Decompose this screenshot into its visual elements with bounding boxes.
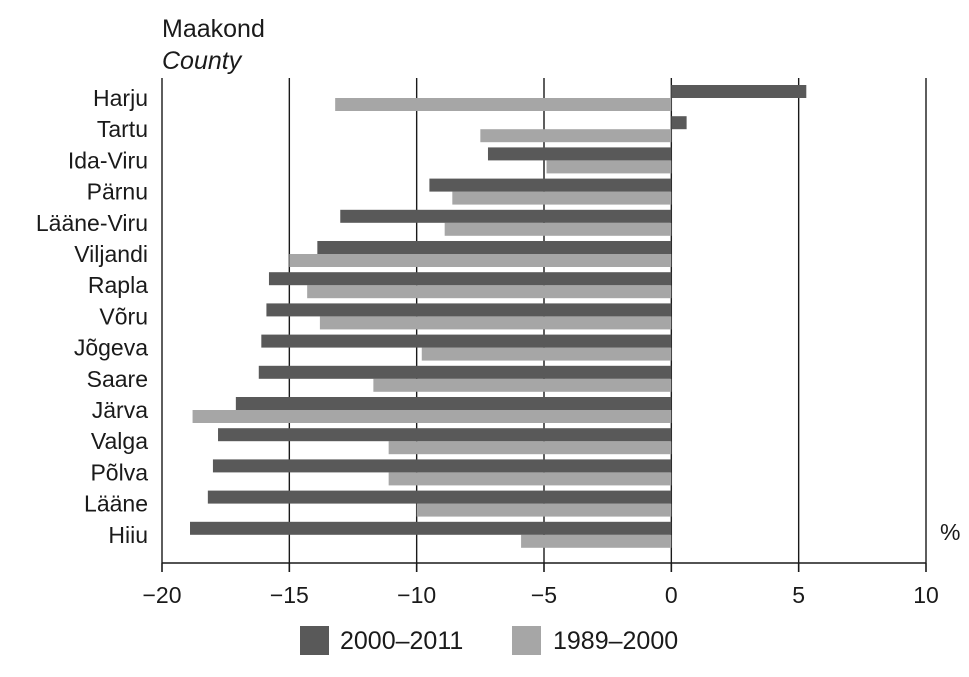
category-label-saare: Saare xyxy=(87,366,148,392)
bar-2000-2011-saare xyxy=(258,365,672,379)
bar-1989-2000-valga xyxy=(388,441,672,455)
y-axis-title: Maakond xyxy=(162,15,265,43)
bar-2000-2011-viljandi xyxy=(317,241,672,254)
x-axis: −20 −15 −10 −5 0 5 10 xyxy=(142,562,939,608)
legend: 2000–2011 1989–2000 xyxy=(300,626,678,655)
category-label-l-ne: Lääne xyxy=(84,491,148,517)
bar-1989-2000-l-ne xyxy=(416,503,672,517)
category-label-j-geva: Jõgeva xyxy=(74,335,148,361)
bar-1989-2000-j-rva xyxy=(192,410,672,423)
legend-label-0: 2000–2011 xyxy=(340,627,463,655)
bar-2000-2011-valga xyxy=(218,428,672,442)
bar-2000-2011-harju xyxy=(671,85,807,98)
category-label-l-ne-viru: Lääne-Viru xyxy=(36,210,148,236)
category-label-p-lva: Põlva xyxy=(90,459,148,485)
bar-1989-2000-v-ru xyxy=(319,316,672,330)
bar-1989-2000-p-rnu xyxy=(452,191,672,205)
legend-swatch-0 xyxy=(300,626,329,655)
x-tick-label: −10 xyxy=(397,582,436,608)
category-label-viljandi: Viljandi xyxy=(74,241,148,267)
bar-2000-2011-ida-viru xyxy=(487,147,672,161)
category-label-valga: Valga xyxy=(91,428,148,454)
x-tick-label: −20 xyxy=(142,582,181,608)
category-label-p-rnu: Pärnu xyxy=(87,179,148,205)
bar-2000-2011-rapla xyxy=(268,272,672,286)
bar-1989-2000-harju xyxy=(335,98,672,111)
bar-2000-2011-j-rva xyxy=(235,397,672,410)
x-tick-label: −15 xyxy=(270,582,309,608)
bar-2000-2011-l-ne xyxy=(207,490,672,504)
category-labels: Harju Tartu Ida-Viru Pärnu Lääne-Viru Viljand… xyxy=(36,85,148,548)
bar-2000-2011-hiiu xyxy=(190,521,672,535)
bar-1989-2000-p-lva xyxy=(388,472,672,486)
category-label-harju: Harju xyxy=(93,85,148,111)
category-label-tartu: Tartu xyxy=(97,116,148,142)
bar-1989-2000-j-geva xyxy=(421,347,672,361)
bar-2000-2011-l-ne-viru xyxy=(340,209,672,223)
legend-swatch-1 xyxy=(512,626,541,655)
bar-2000-2011-p-rnu xyxy=(429,178,672,192)
category-label-j-rva: Järva xyxy=(92,397,148,423)
bar-2000-2011-tartu xyxy=(671,116,687,130)
bar-1989-2000-saare xyxy=(373,378,672,392)
bar-2000-2011-j-geva xyxy=(261,334,672,348)
category-label-rapla: Rapla xyxy=(88,272,148,298)
bar-1989-2000-hiiu xyxy=(521,534,672,548)
bar-1989-2000-ida-viru xyxy=(546,160,672,174)
bar-1989-2000-rapla xyxy=(307,285,672,299)
bar-2000-2011-p-lva xyxy=(212,459,672,473)
bar-2000-2011-v-ru xyxy=(266,303,672,317)
category-label-hiiu: Hiiu xyxy=(108,522,148,548)
bar-1989-2000-viljandi xyxy=(289,254,672,267)
y-axis-title-translation: County xyxy=(162,47,243,75)
legend-label-1: 1989–2000 xyxy=(553,627,678,655)
x-tick-label: 10 xyxy=(913,582,939,608)
bar-1989-2000-l-ne-viru xyxy=(444,222,672,236)
bars xyxy=(190,85,807,548)
category-label-ida-viru: Ida-Viru xyxy=(68,147,148,173)
unit-label: % xyxy=(940,519,960,545)
bar-1989-2000-tartu xyxy=(480,129,672,143)
x-tick-label: 5 xyxy=(792,582,805,608)
category-label-v-ru: Võru xyxy=(99,303,148,329)
x-tick-label: −5 xyxy=(531,582,557,608)
x-tick-label: 0 xyxy=(665,582,678,608)
